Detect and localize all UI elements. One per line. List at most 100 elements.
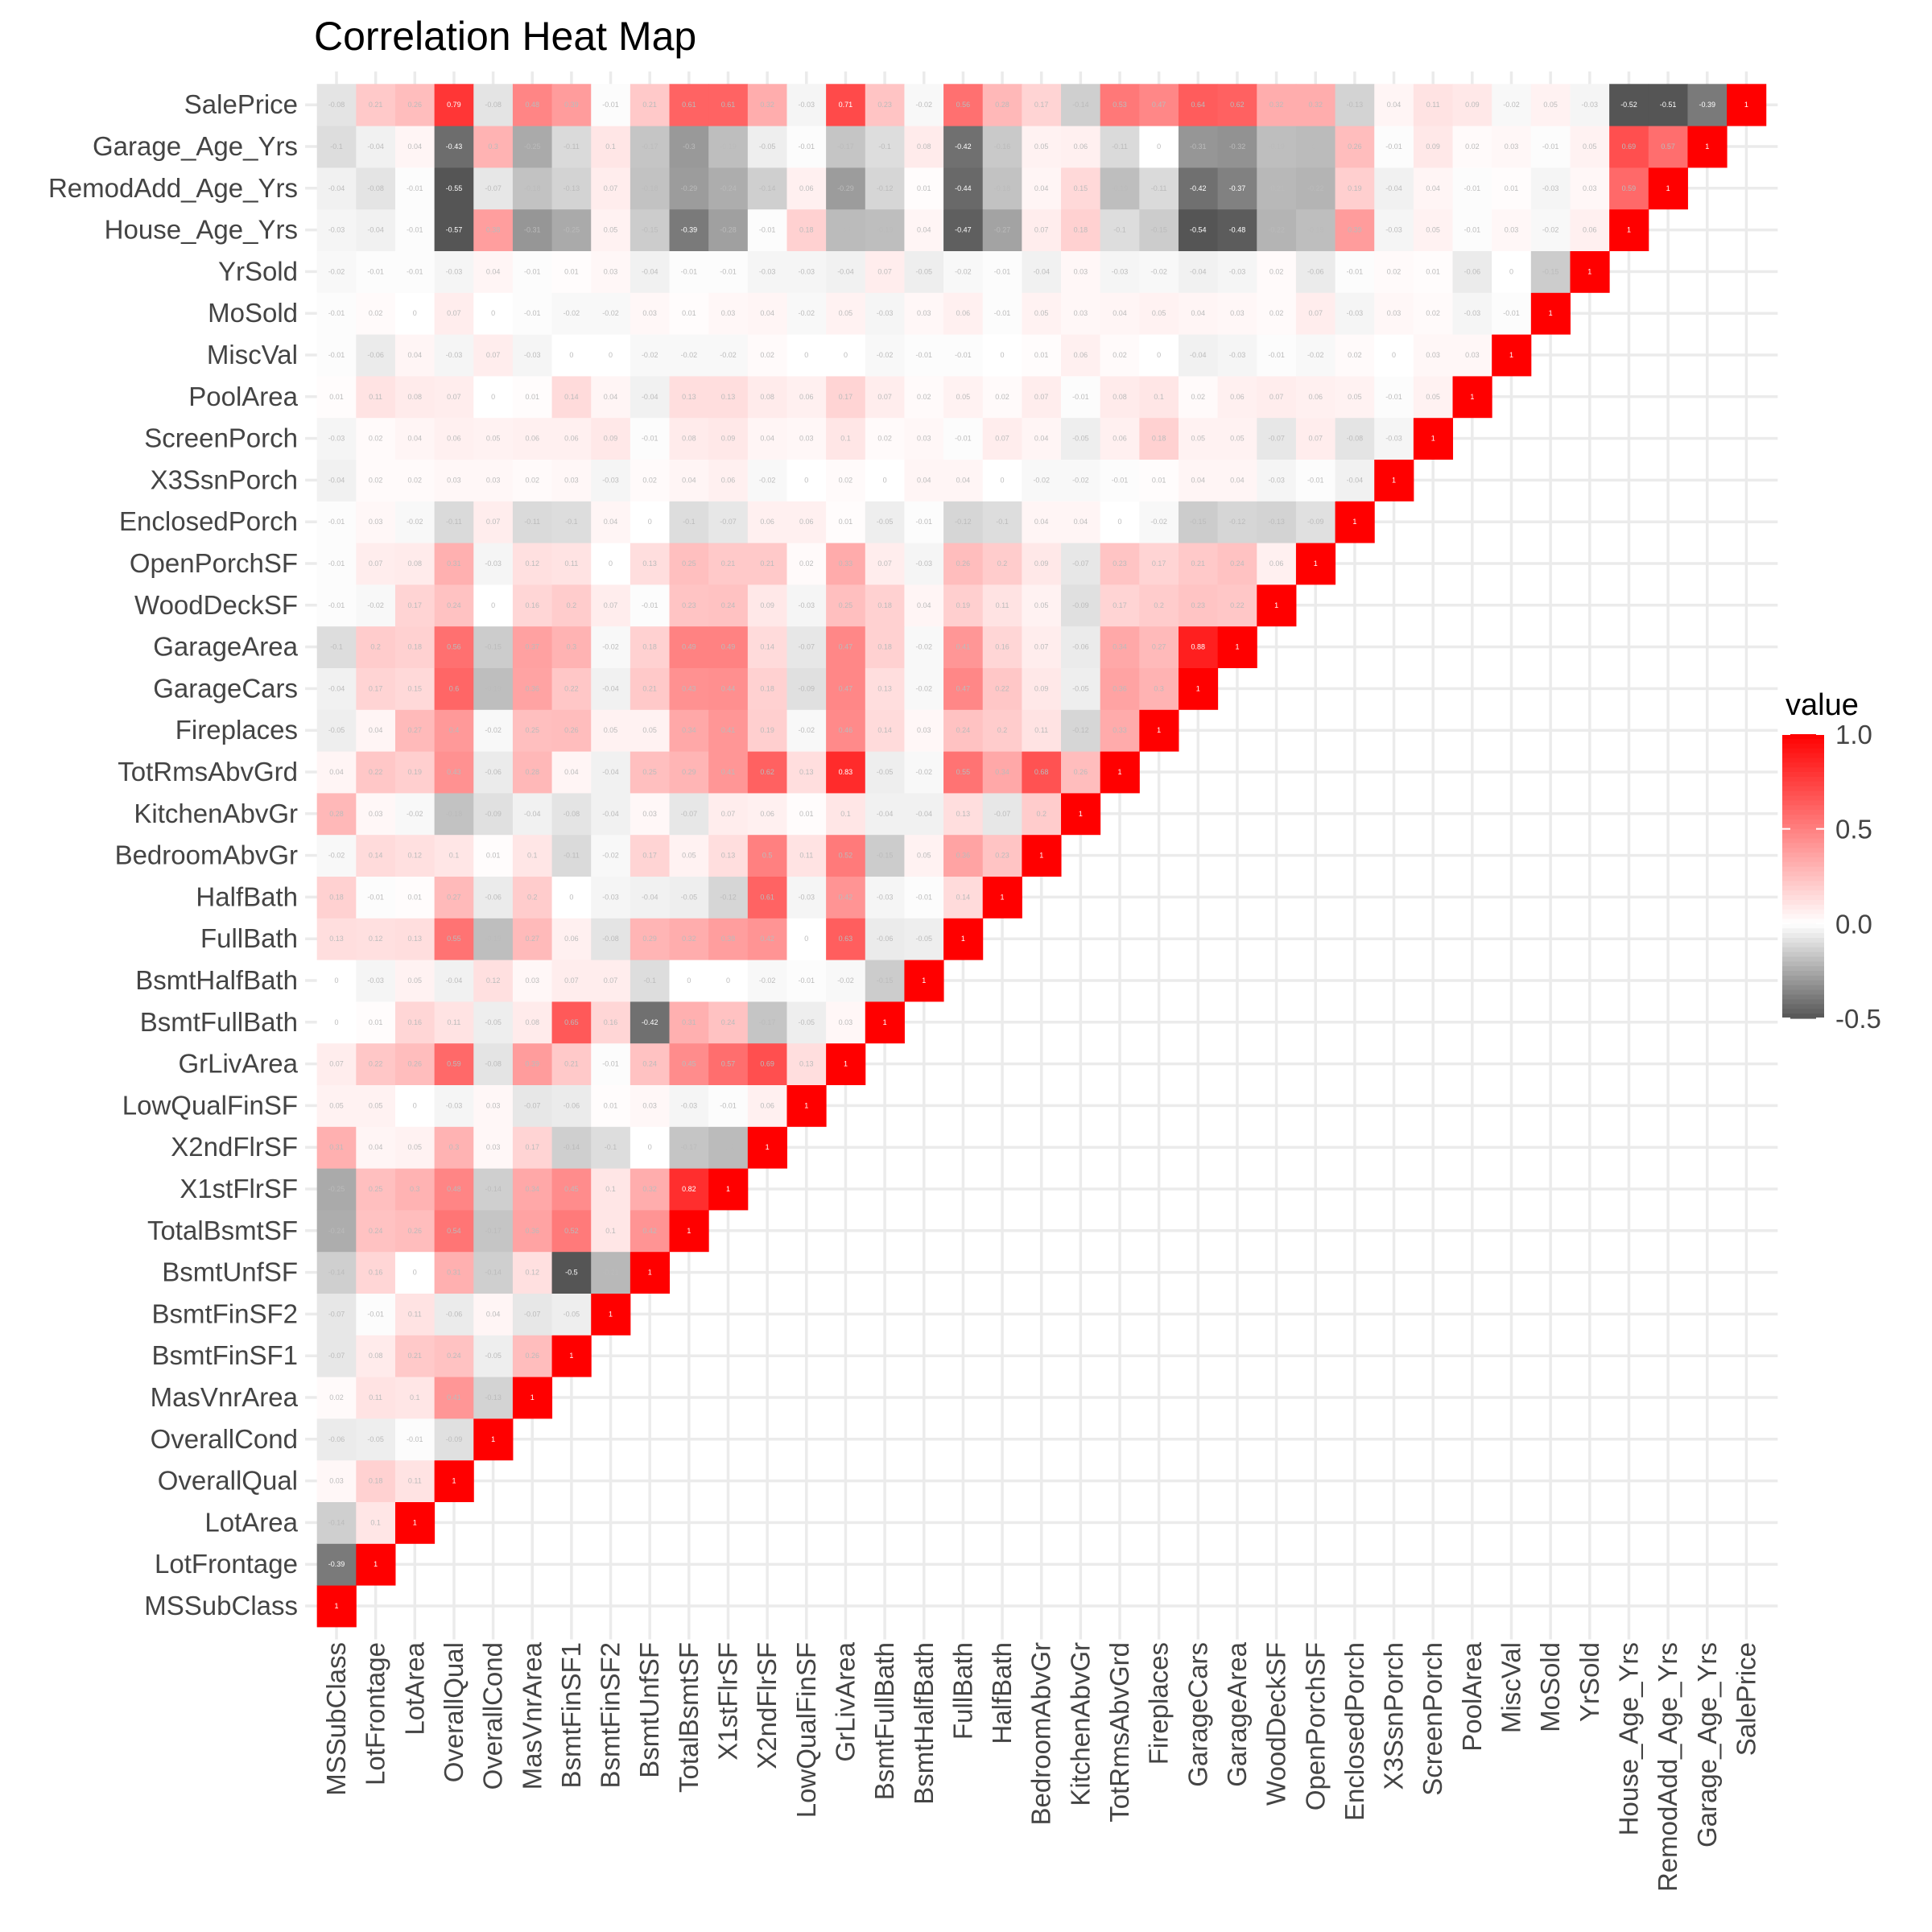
heatmap-cell [669, 584, 709, 627]
heatmap-cell [904, 960, 944, 1002]
cell-value-label: 0.18 [1074, 226, 1088, 234]
cell-value-label: -0.11 [564, 852, 580, 860]
heatmap-cell [1022, 667, 1062, 710]
heatmap-cell [1570, 208, 1610, 251]
heatmap-cell [826, 334, 866, 377]
cell-value-label: -0.52 [1620, 101, 1637, 109]
heatmap-cell [1257, 167, 1297, 210]
heatmap-cell [982, 167, 1022, 210]
heatmap-cell [1022, 709, 1062, 752]
heatmap-cell [434, 792, 474, 836]
heatmap-cell [786, 292, 827, 335]
heatmap-cell [1295, 459, 1336, 502]
cell-value-label: -0.02 [720, 351, 737, 359]
cell-value-label: 0.02 [642, 476, 657, 484]
heatmap-cell [1100, 459, 1140, 502]
cell-value-label: 0.26 [408, 1227, 423, 1235]
heatmap-cell [1530, 292, 1571, 335]
legend-color-bar-segment [1782, 866, 1824, 873]
cell-value-label: -0.01 [1268, 351, 1285, 359]
heatmap-cell [669, 960, 709, 1002]
cell-value-label: 0.38 [721, 935, 736, 943]
heatmap-cell [865, 1001, 905, 1044]
cell-value-label: 0.03 [642, 309, 657, 317]
legend-color-bar-segment [1782, 966, 1824, 972]
heatmap-cell [356, 334, 396, 377]
cell-value-label: 0.06 [1074, 142, 1088, 151]
cell-value-label: 0.18 [329, 893, 344, 901]
heatmap-cell [1022, 751, 1062, 794]
cell-value-label: 0.13 [956, 810, 971, 818]
heatmap-cell [943, 792, 984, 836]
cell-value-label: -0.02 [1542, 226, 1559, 234]
heatmap-cell [394, 876, 436, 919]
cell-value-label: 0.26 [564, 726, 579, 734]
cell-value-label: 0.05 [329, 1101, 344, 1109]
cell-value-label: 0.16 [995, 643, 1009, 651]
heatmap-cell [630, 960, 671, 1002]
heatmap-cell [1139, 375, 1179, 419]
cell-value-label: 0.31 [447, 1269, 461, 1277]
heatmap-cell [394, 834, 436, 877]
heatmap-cell [1178, 543, 1219, 585]
x-tick-label: MasVnrArea [517, 1641, 547, 1790]
cell-value-label: 0.06 [1583, 226, 1597, 234]
heatmap-cell [394, 375, 436, 419]
cell-value-label: 0.28 [995, 101, 1009, 109]
heatmap-cell [1687, 126, 1728, 168]
heatmap-cell [1295, 250, 1336, 293]
cell-value-label: -0.02 [955, 267, 972, 275]
heatmap-cell [434, 543, 474, 585]
heatmap-cell [826, 292, 866, 335]
cell-value-label: -0.07 [720, 518, 737, 526]
heatmap-cell [865, 334, 905, 377]
heatmap-cell [1178, 126, 1219, 168]
cell-value-label: -0.07 [485, 184, 502, 192]
heatmap-cell [904, 834, 944, 877]
heatmap-cell [669, 334, 709, 377]
heatmap-cell [591, 1001, 631, 1044]
heatmap-cell [786, 751, 827, 794]
cell-value-label: 0.27 [1152, 643, 1166, 651]
cell-value-label: -0.12 [720, 893, 737, 901]
cell-value-label: -0.03 [1582, 101, 1599, 109]
cell-value-label: -0.01 [681, 267, 698, 275]
cell-value-label: 0.07 [486, 518, 501, 526]
legend-tick-label: 1.0 [1835, 720, 1872, 749]
cell-value-label: -0.01 [759, 226, 776, 234]
heatmap-cell [473, 1418, 514, 1461]
cell-value-label: -0.22 [1307, 184, 1324, 192]
y-tick-label: MasVnrArea [151, 1382, 299, 1412]
heatmap-cell [747, 417, 787, 460]
cell-value-label: -0.01 [642, 435, 658, 443]
heatmap-cell [786, 876, 827, 919]
cell-value-label: 0.04 [369, 726, 383, 734]
heatmap-cell [904, 459, 944, 502]
heatmap-cell [434, 918, 474, 960]
cell-value-label: 0.03 [369, 810, 383, 818]
cell-value-label: -0.14 [759, 184, 776, 192]
heatmap-cell [786, 375, 827, 419]
cell-value-label: 0 [804, 351, 808, 359]
cell-value-label: 0.22 [1230, 601, 1245, 609]
cell-value-label: -0.11 [1151, 184, 1167, 192]
cell-value-label: -0.02 [602, 643, 619, 651]
cell-value-label: 0.17 [1113, 601, 1127, 609]
cell-value-label: 0.06 [564, 435, 579, 443]
cell-value-label: 0.06 [760, 518, 774, 526]
cell-value-label: 0.02 [1269, 309, 1284, 317]
heatmap-cell [747, 459, 787, 502]
cell-value-label: 0.06 [1230, 393, 1245, 401]
cell-value-label: -0.19 [1268, 142, 1285, 151]
heatmap-cell [943, 876, 984, 919]
x-tick-label: RemodAdd_Age_Yrs [1653, 1642, 1682, 1892]
heatmap-cell [434, 84, 474, 126]
cell-value-label: 0.17 [642, 852, 657, 860]
y-tick-label: PoolArea [188, 382, 298, 411]
heatmap-cell [1100, 667, 1140, 710]
heatmap-cell [316, 1501, 357, 1544]
y-tick-label: EnclosedPorch [119, 506, 298, 536]
y-tick-label: ScreenPorch [144, 423, 298, 453]
heatmap-cell [1100, 709, 1140, 752]
cell-value-label: -0.04 [328, 476, 345, 484]
